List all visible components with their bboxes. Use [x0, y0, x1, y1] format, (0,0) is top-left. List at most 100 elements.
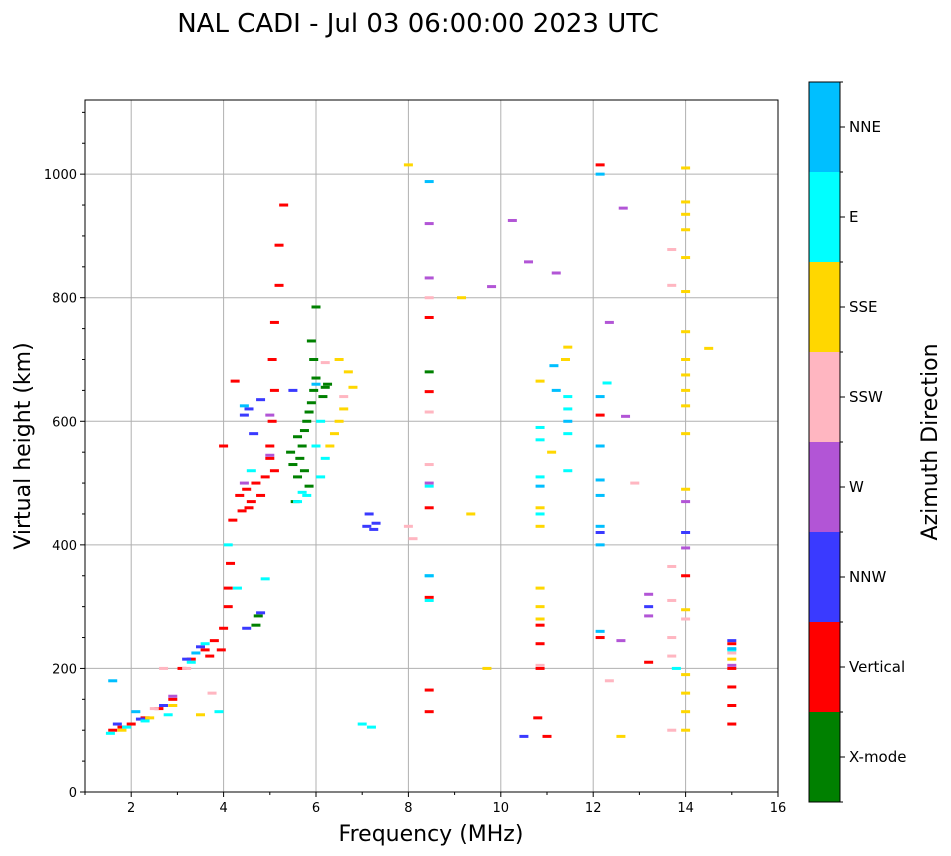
point-e-17 — [357, 722, 367, 726]
point-x-mode-17 — [320, 385, 330, 389]
point-e-33 — [214, 710, 224, 714]
point-ssw-9 — [408, 537, 418, 541]
colorbar-label-ssw: SSW — [849, 388, 883, 406]
point-vertical-39 — [424, 688, 434, 692]
point-nne-10 — [595, 395, 605, 399]
colorbar-frame — [808, 81, 841, 803]
point-nne-11 — [595, 524, 605, 528]
point-nne-1 — [131, 710, 141, 714]
point-vertical-51 — [727, 722, 737, 726]
point-w-17 — [681, 500, 691, 504]
point-nnw-9 — [371, 521, 381, 525]
x-tick-label-2: 6 — [312, 801, 320, 816]
point-sse-30 — [681, 487, 691, 491]
point-sse-32 — [681, 404, 691, 408]
point-vertical-15 — [235, 493, 245, 497]
point-e-8 — [260, 577, 270, 581]
point-vertical-27 — [279, 203, 289, 207]
point-vertical-20 — [260, 475, 270, 479]
point-x-mode-2 — [295, 456, 305, 460]
point-x-mode-4 — [299, 429, 309, 433]
point-vertical-31 — [265, 456, 275, 460]
colorbar-label-sse: SSE — [849, 298, 878, 316]
point-ssw-15 — [667, 636, 677, 640]
point-nne-7 — [551, 388, 561, 392]
x-tick-label-4: 10 — [493, 801, 510, 816]
point-nne-2 — [191, 651, 201, 655]
chart-title: NAL CADI - Jul 03 06:00:00 2023 UTC — [177, 9, 659, 39]
point-e-19 — [424, 484, 434, 488]
colorbar-label-x-mode: X-mode — [849, 748, 906, 766]
point-nnw-2 — [159, 704, 169, 707]
point-w-19 — [265, 453, 275, 457]
point-e-12 — [302, 493, 312, 497]
colorbar-label-nne: NNE — [849, 118, 881, 136]
point-vertical-6 — [177, 666, 187, 670]
point-sse-34 — [681, 373, 691, 377]
point-vertical-29 — [230, 379, 240, 383]
y-tick-label-4: 800 — [52, 292, 77, 307]
point-nne-5 — [424, 180, 434, 184]
point-e-26 — [563, 432, 573, 436]
point-nne-12 — [595, 543, 605, 547]
colorbar-label-vertical: Vertical — [849, 658, 905, 676]
point-vertical-32 — [269, 469, 279, 473]
point-w-4 — [424, 276, 434, 280]
point-nnw-1 — [135, 717, 145, 721]
point-w-16 — [681, 546, 691, 550]
y-tick-label-0: 0 — [69, 786, 77, 801]
point-sse-18 — [535, 524, 545, 528]
point-ssw-3 — [207, 691, 217, 695]
point-e-18 — [366, 725, 376, 729]
point-nne-17 — [563, 419, 573, 423]
point-ssw-5 — [320, 361, 330, 365]
colorbar-label-e: E — [849, 208, 858, 226]
point-e-14 — [320, 456, 330, 460]
point-w-18 — [727, 663, 737, 667]
point-e-7 — [232, 586, 242, 590]
point-ssw-0 — [149, 707, 159, 711]
point-vertical-49 — [644, 660, 654, 664]
point-nne-16 — [595, 493, 605, 497]
y-axis-ticks: 0 200 400 600 800 1000 — [44, 111, 85, 801]
point-nne-19 — [727, 647, 737, 651]
point-ssw-19 — [667, 248, 677, 252]
point-sse-22 — [563, 345, 573, 349]
point-vertical-42 — [424, 315, 434, 319]
point-e-31 — [671, 666, 681, 670]
point-vertical-34 — [244, 506, 254, 510]
point-vertical-23 — [269, 388, 279, 392]
point-sse-5 — [329, 432, 339, 436]
point-vertical-11 — [223, 605, 233, 609]
point-w-9 — [551, 271, 561, 275]
colorbar-label-nnw: NNW — [849, 568, 886, 586]
point-x-mode-1 — [293, 475, 303, 479]
point-ssw-17 — [667, 564, 677, 568]
point-e-13 — [316, 475, 326, 479]
point-nnw-4 — [196, 645, 205, 649]
point-ssw-2 — [182, 666, 192, 670]
point-e-20 — [424, 598, 434, 602]
point-vertical-10 — [219, 626, 229, 630]
point-e-11 — [297, 490, 307, 494]
point-vertical-36 — [216, 648, 226, 652]
point-vertical-45 — [535, 666, 545, 670]
point-x-mode-21 — [323, 382, 333, 386]
point-vertical-7 — [186, 657, 196, 661]
point-e-5 — [200, 642, 210, 646]
colorbar-label-w: W — [849, 478, 864, 496]
point-e-22 — [535, 438, 545, 442]
point-vertical-1 — [117, 725, 127, 729]
point-vertical-35 — [205, 654, 215, 658]
point-nnw-0 — [112, 722, 122, 726]
point-vertical-50 — [681, 574, 691, 578]
point-w-10 — [604, 320, 614, 324]
point-sse-0 — [117, 728, 127, 732]
point-ssw-21 — [667, 728, 677, 732]
point-nnw-13 — [249, 432, 259, 436]
point-ssw-13 — [630, 481, 640, 485]
point-e-9 — [246, 469, 256, 473]
colorbar-segment-sse — [809, 262, 840, 352]
point-sse-10 — [334, 358, 344, 361]
